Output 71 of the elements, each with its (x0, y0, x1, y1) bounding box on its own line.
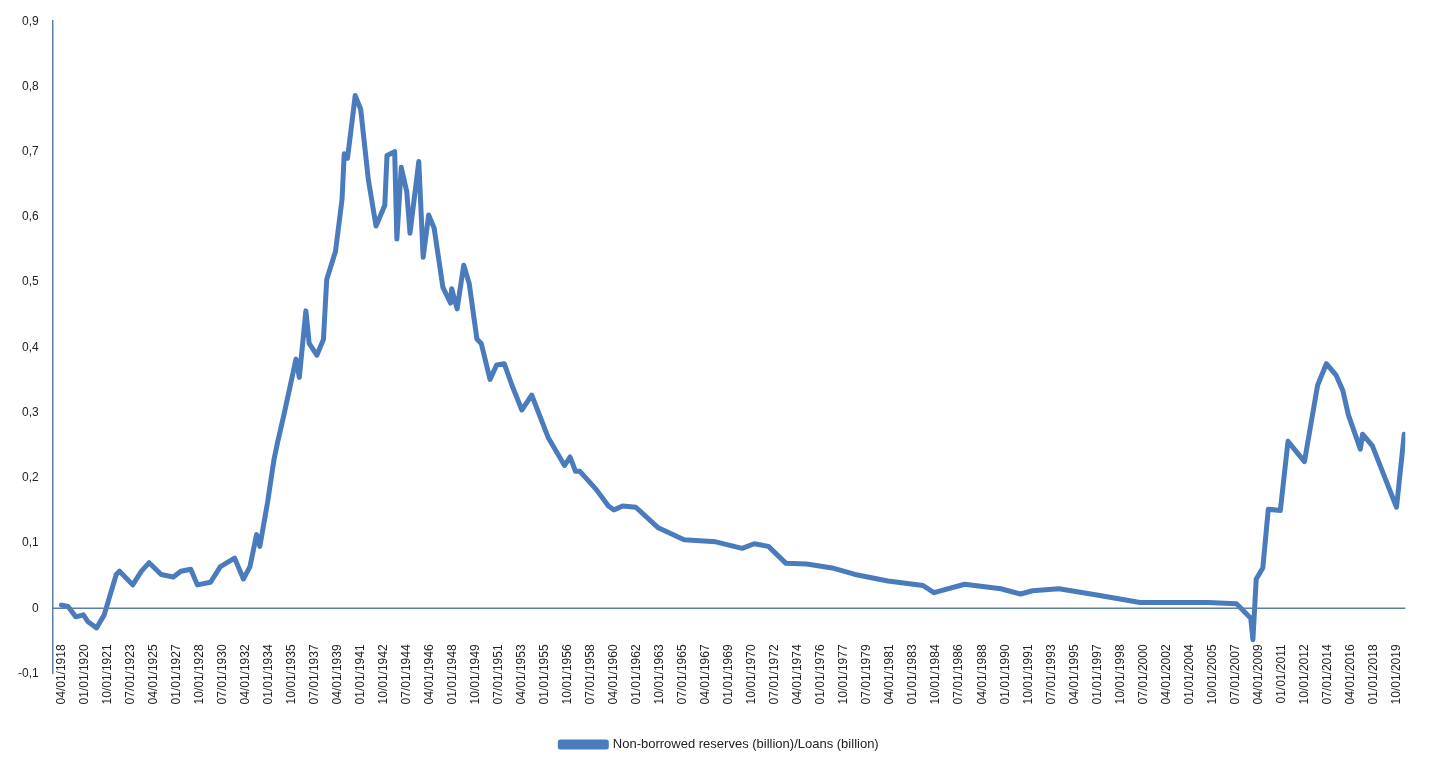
x-tick-label: 04/01/1939 (329, 644, 344, 705)
x-tick-label: 10/01/1949 (468, 644, 483, 705)
x-tick-label: 10/01/1984 (928, 644, 943, 705)
x-tick-label: 04/01/1953 (514, 644, 529, 705)
x-tick-label: 07/01/1965 (675, 644, 690, 705)
x-tick-label: 04/01/2016 (1342, 644, 1357, 705)
x-tick-label: 07/01/1972 (767, 644, 782, 705)
x-tick-label: 10/01/1998 (1112, 644, 1127, 705)
x-tick-label: 10/01/1942 (376, 644, 391, 705)
x-tick-label: 07/01/1951 (491, 644, 506, 705)
x-tick-label: 10/01/1928 (191, 644, 206, 705)
x-tick-label: 01/01/2018 (1365, 644, 1380, 705)
x-tick-label: 07/01/1937 (306, 644, 321, 705)
x-tick-label: 07/01/2014 (1319, 644, 1334, 705)
y-tick-label: 0,6 (21, 209, 39, 224)
x-tick-label: 04/01/2009 (1250, 644, 1265, 705)
x-tick-label: 10/01/2012 (1296, 644, 1311, 705)
x-tick-label: 01/01/2011 (1273, 644, 1288, 704)
x-tick-label: 07/01/1923 (122, 644, 137, 705)
y-tick-label: 0 (31, 600, 39, 615)
y-tick-label: -0,1 (17, 665, 39, 680)
x-tick-label: 10/01/1991 (1020, 644, 1035, 705)
x-tick-label: 01/01/1927 (168, 644, 183, 705)
x-tick-label: 01/01/1976 (813, 644, 828, 705)
x-tick-label: 04/01/1981 (882, 644, 897, 705)
y-tick-label: 0,3 (21, 404, 39, 419)
x-tick-label: 07/01/1930 (214, 644, 229, 705)
x-tick-label: 10/01/1970 (744, 644, 759, 705)
x-tick-label: 10/01/1956 (560, 644, 575, 705)
y-tick-label: 0,4 (21, 339, 39, 354)
x-tick-label: 01/01/1948 (445, 644, 460, 705)
x-tick-label: 01/01/1920 (76, 644, 91, 705)
x-tick-label: 01/01/1969 (721, 644, 736, 705)
x-tick-label: 10/01/1921 (99, 644, 114, 705)
x-tick-label: 07/01/1944 (399, 644, 414, 705)
x-tick-label: 07/01/2007 (1227, 644, 1242, 705)
x-tick-label: 07/01/2000 (1135, 644, 1150, 705)
x-tick-label: 10/01/2019 (1388, 644, 1403, 705)
x-tick-label: 01/01/1934 (260, 644, 275, 705)
x-tick-label: 04/01/1925 (145, 644, 160, 705)
x-tick-label: 04/01/1932 (237, 644, 252, 705)
x-tick-label: 04/01/1995 (1066, 644, 1081, 705)
y-tick-label: 0,2 (21, 470, 39, 485)
y-tick-label: 0,7 (21, 143, 39, 158)
x-tick-label: 04/01/1918 (53, 644, 68, 705)
x-tick-label: 01/01/1941 (353, 644, 367, 705)
y-tick-label: 0,5 (21, 274, 39, 289)
x-tick-label: 01/01/2004 (1181, 644, 1196, 705)
x-tick-label: 10/01/1963 (652, 644, 667, 705)
y-tick-label: 0,8 (21, 78, 39, 93)
x-tick-label: 01/01/1955 (537, 644, 552, 705)
x-tick-label: 10/01/1935 (283, 644, 298, 705)
x-tick-label: 01/01/1962 (629, 644, 644, 705)
x-tick-label: 07/01/1993 (1043, 644, 1058, 705)
x-tick-label: 10/01/2005 (1204, 644, 1219, 705)
x-tick-label: 01/01/1997 (1089, 644, 1104, 705)
x-tick-label: 07/01/1986 (951, 644, 966, 705)
y-tick-label: 0,9 (21, 13, 39, 28)
x-tick-label: 07/01/1979 (859, 644, 874, 705)
x-tick-label: 04/01/2002 (1158, 644, 1173, 705)
x-tick-label: 04/01/1988 (974, 644, 989, 705)
x-tick-label: 04/01/1967 (698, 644, 713, 705)
legend-label: Non-borrowed reserves (billion)/Loans (billion) (612, 736, 879, 752)
x-tick-label: 04/01/1946 (422, 644, 437, 705)
x-tick-label: 10/01/1977 (836, 644, 851, 705)
y-tick-label: 0,1 (21, 535, 39, 550)
x-tick-label: 04/01/1974 (790, 644, 805, 705)
x-tick-label: 01/01/1990 (997, 644, 1012, 705)
x-tick-label: 07/01/1958 (583, 644, 598, 705)
x-tick-label: 01/01/1983 (905, 644, 920, 705)
x-tick-label: 04/01/1960 (606, 644, 621, 705)
